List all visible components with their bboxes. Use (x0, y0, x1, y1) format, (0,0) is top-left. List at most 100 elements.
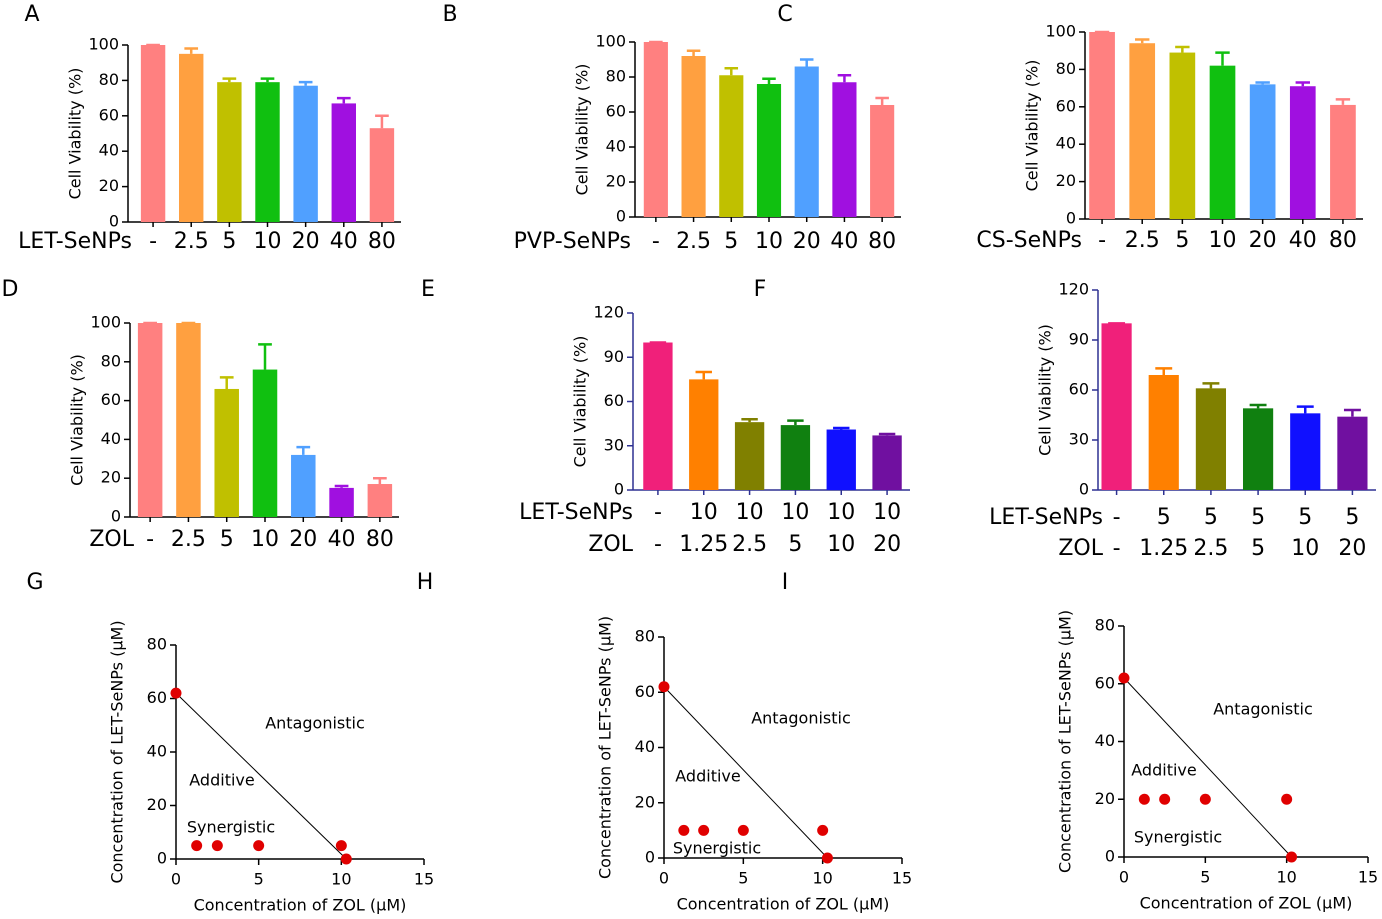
error-bar (1175, 45, 1190, 53)
x-tick-label: 2.5 (732, 532, 767, 557)
bar (681, 56, 706, 217)
x-tick-label: 10 (827, 500, 855, 525)
bar (331, 103, 356, 222)
point (1159, 793, 1171, 805)
y-tick-label: 40 (635, 737, 655, 756)
bar (1290, 413, 1321, 490)
x-tick-label: 10 (331, 870, 351, 889)
x-tick-label: 2.5 (1125, 228, 1160, 253)
x-tick-label: 2.5 (676, 229, 711, 254)
y-tick-label: 40 (147, 742, 167, 761)
x-tick-label: 0 (659, 869, 669, 888)
y-tick-label: 60 (1069, 380, 1089, 399)
y-tick-label: 0 (1079, 480, 1089, 499)
x-tick-label: 80 (366, 527, 394, 552)
bar (217, 82, 242, 222)
x-tick-label: 20 (1338, 536, 1366, 561)
bar (329, 487, 354, 517)
x-tick-label: 10 (254, 229, 282, 254)
point (698, 824, 710, 836)
x-tick-label: 5 (1200, 868, 1210, 887)
annotation: Antagonistic (751, 709, 851, 728)
bar (1089, 32, 1115, 219)
y-axis-label: Concentration of LET-SeNPs (μM) (596, 616, 615, 879)
y-tick-label: 60 (1095, 673, 1115, 692)
y-tick-label: 40 (99, 141, 119, 160)
x-tick-label: - (146, 527, 154, 552)
error-bar (298, 80, 313, 86)
error-bar (296, 445, 311, 455)
y-tick-label: 0 (109, 212, 119, 231)
point (1281, 793, 1293, 805)
x-tick-label: 0 (1119, 868, 1129, 887)
x-tick-label: 20 (873, 532, 901, 557)
error-bar (1255, 81, 1270, 85)
bar (756, 84, 782, 217)
bar (1195, 388, 1227, 490)
error-bar (258, 343, 272, 370)
bar (137, 323, 163, 517)
x-tick-label: 40 (330, 229, 358, 254)
bar (734, 422, 765, 490)
x-tick-label: 1.25 (679, 532, 728, 557)
y-tick-label: 40 (101, 429, 121, 448)
x-tick-label: 10 (1209, 228, 1237, 253)
x-tick-label: 10 (812, 869, 832, 888)
x-tick-label: - (149, 229, 157, 254)
y-tick-label: 20 (99, 176, 119, 195)
bar (255, 82, 280, 222)
error-bar (837, 74, 852, 83)
y-tick-label: 90 (604, 347, 624, 366)
panel-letter: D (2, 277, 19, 302)
x-tick-label: 5 (1251, 505, 1265, 530)
isobologram-line (663, 686, 828, 859)
x-axis-label: Concentration of ZOL (μM) (677, 895, 890, 914)
y-tick-label: 60 (99, 105, 119, 124)
panel-letter: G (26, 570, 43, 595)
bar (140, 45, 166, 222)
category-row-name: ZOL (588, 532, 633, 557)
point (335, 840, 347, 852)
y-tick-label: 0 (1066, 209, 1076, 228)
x-tick-label: 10 (755, 229, 783, 254)
x-tick-label: 2.5 (1193, 536, 1228, 561)
error-bar (375, 114, 389, 129)
error-bar (833, 426, 850, 430)
error-bar (724, 67, 739, 76)
y-tick-label: 0 (157, 849, 167, 868)
y-tick-label: 100 (90, 313, 121, 332)
bar (794, 66, 819, 217)
x-tick-label: 40 (328, 527, 356, 552)
error-bar (875, 96, 889, 105)
y-tick-label: 40 (1056, 134, 1076, 153)
bar (689, 379, 719, 490)
x-tick-label: 20 (292, 229, 320, 254)
point (817, 824, 829, 836)
point (678, 824, 690, 836)
y-tick-label: 20 (147, 795, 167, 814)
x-tick-label: 10 (251, 527, 279, 552)
error-bar (1343, 408, 1361, 417)
y-tick-label: 60 (606, 102, 626, 121)
error-bar (372, 476, 387, 485)
x-tick-label: 5 (1175, 228, 1189, 253)
bar (1249, 84, 1276, 219)
category-row-name: LET-SeNPs (18, 229, 132, 254)
bar (643, 342, 673, 490)
x-tick-label: 5 (1157, 505, 1171, 530)
bar (719, 75, 744, 217)
y-tick-label: 0 (616, 207, 626, 226)
bar (780, 425, 811, 490)
bar (1169, 52, 1196, 219)
x-tick-label: 40 (830, 229, 858, 254)
point (253, 840, 265, 852)
bar (252, 369, 278, 517)
bar (1209, 65, 1236, 219)
bar (643, 42, 668, 217)
y-axis-label: Cell Viability (%) (68, 354, 87, 486)
category-row-name: CS-SeNPs (976, 228, 1082, 253)
x-tick-label: - (1098, 228, 1106, 253)
y-tick-label: 80 (1056, 59, 1076, 78)
x-tick-label: - (1113, 536, 1121, 561)
x-tick-label: 5 (220, 527, 234, 552)
